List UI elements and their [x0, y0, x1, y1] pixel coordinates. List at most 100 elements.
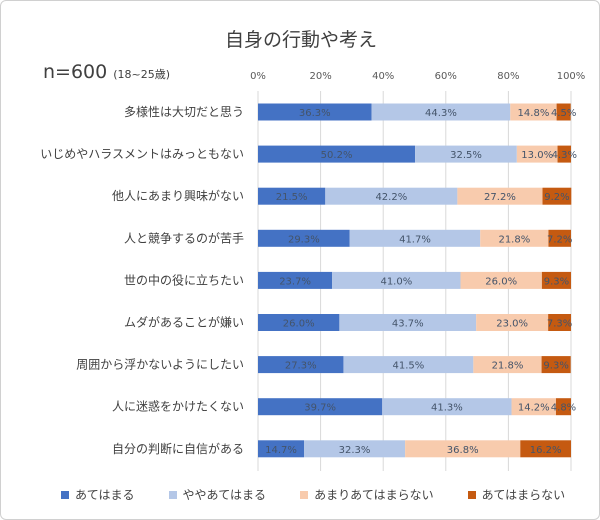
x-tick-label: 0% — [250, 71, 266, 82]
bar-segment — [343, 356, 474, 374]
data-label: 4.8% — [551, 403, 576, 414]
bar-segment — [349, 229, 481, 247]
x-tick-label: 60% — [435, 71, 457, 82]
data-label: 21.8% — [492, 361, 524, 372]
legend-item: あてはまらない — [467, 486, 566, 503]
legend-swatch — [467, 490, 476, 499]
category-label: 自分の判断に自信がある — [112, 441, 244, 456]
data-label: 9.2% — [544, 192, 569, 203]
bar-segment — [548, 229, 571, 247]
data-label: 43.7% — [392, 319, 424, 330]
bar-segment — [325, 187, 458, 205]
bar-segment — [516, 145, 558, 163]
bar-segment — [258, 314, 340, 331]
legend-swatch — [300, 490, 309, 499]
data-label: 44.3% — [425, 108, 457, 119]
legend-label: ややあてはまる — [182, 488, 267, 502]
category-label: 周囲から浮かないようにしたい — [76, 358, 244, 372]
bar-segment — [557, 145, 571, 163]
data-label: 27.3% — [285, 361, 317, 372]
bar-segment — [258, 187, 326, 205]
legend-item: ややあてはまる — [168, 486, 267, 503]
x-tick-label: 20% — [309, 71, 331, 82]
bar-segment — [541, 356, 571, 374]
data-label: 32.3% — [339, 445, 371, 456]
bar-segment — [258, 440, 305, 458]
bar-segment — [520, 440, 571, 458]
bar-segment — [510, 103, 557, 121]
bar-segment — [371, 103, 511, 121]
data-label: 16.2% — [530, 445, 562, 456]
bar-segment — [457, 187, 543, 205]
bar-segment — [405, 440, 521, 458]
data-label: 27.2% — [484, 192, 516, 203]
data-label: 14.2% — [518, 403, 550, 414]
data-label: 39.7% — [304, 403, 336, 414]
x-tick-label: 40% — [372, 71, 394, 82]
bar-segment — [258, 145, 416, 163]
legend-item: あまりあてはまらない — [300, 486, 434, 503]
data-label: 36.3% — [299, 108, 331, 119]
legend-swatch — [168, 490, 177, 499]
sample-size: n=600 (18~25歳) — [43, 61, 170, 83]
bar-segment — [460, 271, 542, 289]
bar-segment — [258, 229, 350, 247]
x-tick-label: 100% — [557, 71, 586, 82]
sample-age: (18~25歳) — [113, 68, 171, 81]
category-label: 世の中の役に立ちたい — [124, 272, 244, 287]
bar-segment — [415, 145, 517, 163]
legend-label: あてはまらない — [481, 488, 566, 502]
data-label: 4.3% — [552, 150, 577, 161]
bar-segment — [476, 314, 549, 331]
sample-n: n=600 — [43, 61, 108, 83]
bar-segment — [382, 398, 512, 416]
bar-segment — [556, 103, 571, 121]
bar-segment — [258, 271, 333, 289]
legend-label: あてはまる — [75, 488, 135, 502]
data-label: 7.3% — [547, 319, 572, 330]
data-label: 41.0% — [380, 276, 412, 287]
data-label: 23.0% — [496, 319, 528, 330]
category-label: 他人にあまり興味がない — [112, 188, 244, 203]
data-label: 4.5% — [551, 108, 576, 119]
legend: あてはまる ややあてはまる あまりあてはまらない あてはまらない — [61, 486, 581, 503]
data-label: 9.3% — [543, 361, 568, 372]
category-label: 多様性は大切だと思う — [124, 105, 244, 119]
bar-segment — [258, 356, 344, 374]
category-label: いじめやハラスメントはみっともない — [40, 147, 244, 161]
data-label: 41.5% — [393, 361, 425, 372]
data-label: 26.0% — [485, 276, 517, 287]
bar-segment — [480, 229, 549, 247]
data-label: 32.5% — [450, 150, 482, 161]
bar-segment — [258, 398, 383, 416]
bar-segment — [541, 271, 571, 289]
bar-segment — [332, 271, 461, 289]
data-label: 7.2% — [547, 234, 572, 245]
category-label: ムダがあることが嫌い — [124, 315, 244, 330]
data-label: 21.8% — [498, 234, 530, 245]
bar-segment — [548, 314, 571, 331]
data-label: 36.8% — [447, 445, 479, 456]
bar-segment — [555, 398, 571, 416]
data-label: 9.3% — [544, 276, 569, 287]
bar-segment — [304, 440, 406, 458]
data-label: 41.3% — [431, 403, 463, 414]
data-label: 21.5% — [276, 192, 308, 203]
legend-swatch — [61, 490, 69, 499]
bar-segment — [473, 356, 542, 374]
x-tick-label: 80% — [497, 71, 519, 82]
data-label: 42.2% — [375, 192, 407, 203]
legend-label: あまりあてはまらない — [314, 488, 434, 502]
data-label: 23.7% — [279, 276, 311, 287]
category-label: 人と競争するのが苦手 — [124, 230, 244, 245]
legend-item: あてはまる — [61, 486, 135, 503]
data-label: 14.7% — [265, 445, 297, 456]
bar-segment — [258, 103, 372, 121]
chart-title: 自身の行動や考え — [224, 29, 377, 51]
data-label: 29.3% — [288, 234, 320, 245]
data-label: 41.7% — [399, 234, 431, 245]
data-label: 13.0% — [521, 150, 553, 161]
category-label: 人に迷惑をかけたくない — [112, 400, 244, 414]
